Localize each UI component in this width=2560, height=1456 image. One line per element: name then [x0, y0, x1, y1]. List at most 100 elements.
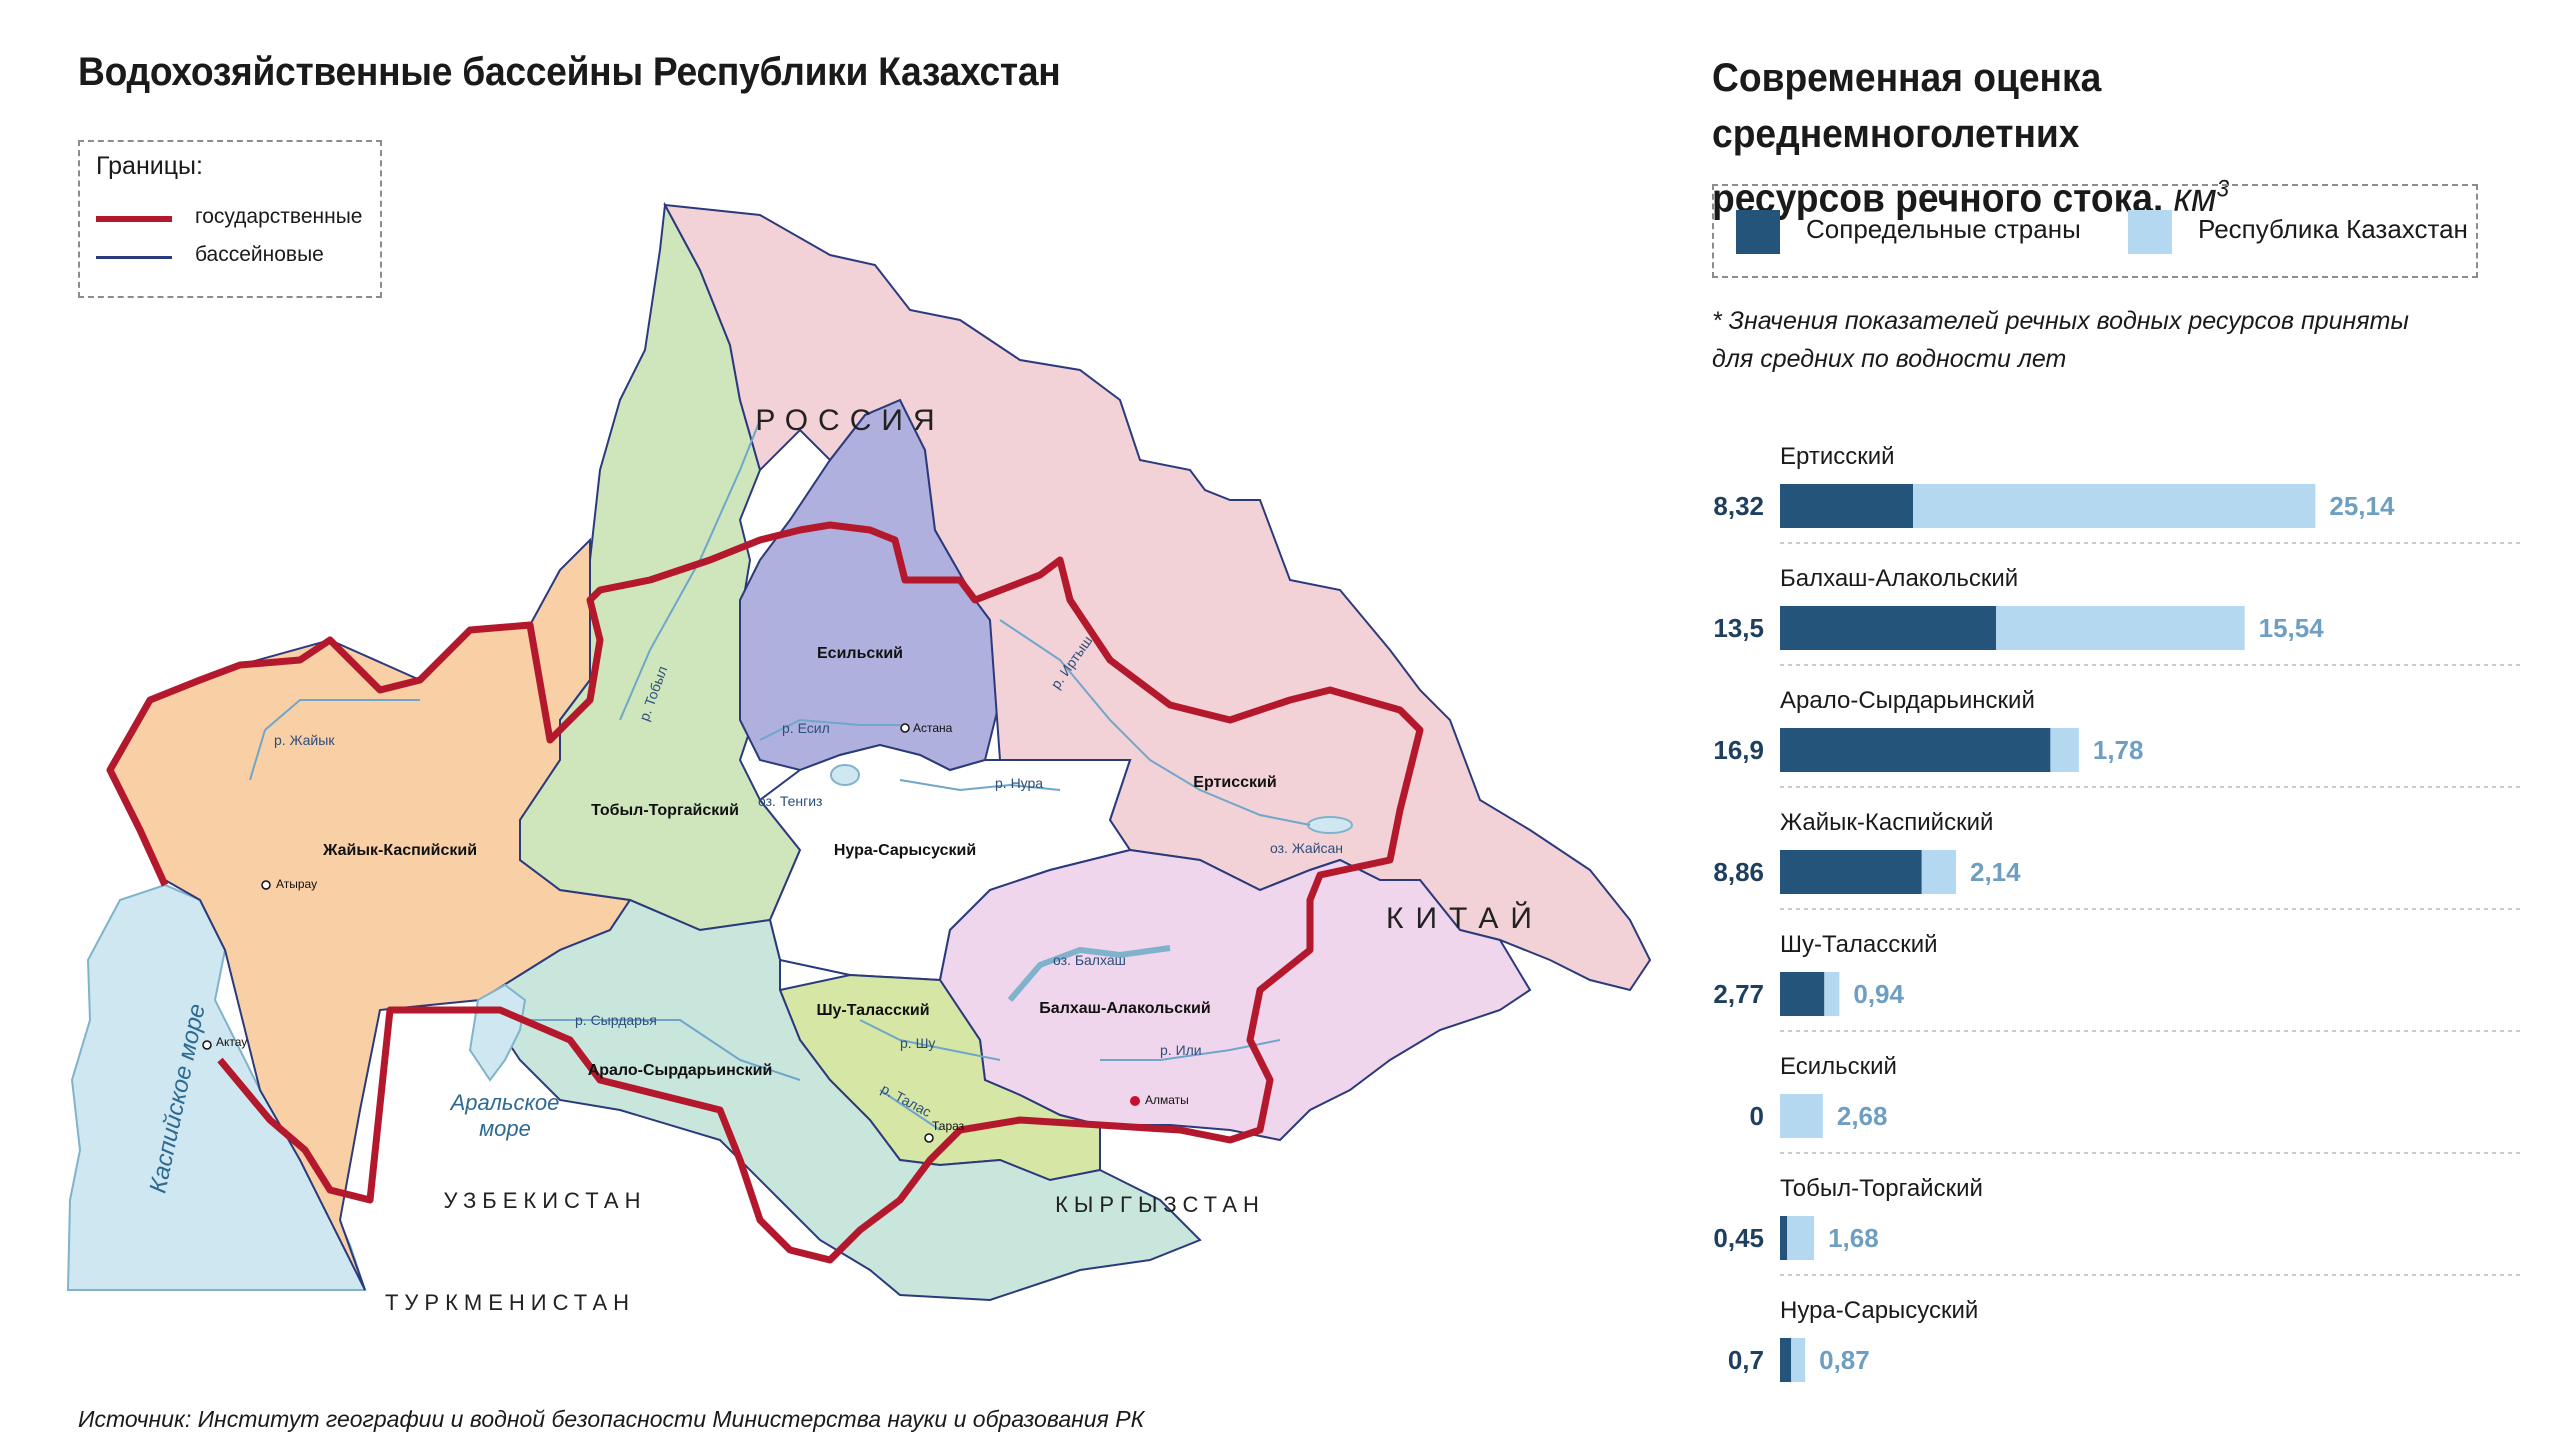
legend-basin-border-line: [96, 256, 172, 259]
river-nura: [899, 779, 1061, 792]
river-esil: [759, 718, 900, 741]
value-label-kazakhstan: 1,78: [2093, 735, 2144, 765]
chart-legend: Сопредельные страны Республика Казахстан: [1712, 184, 2478, 278]
river-syrdarya: [520, 1019, 801, 1081]
footnote-line2: для средних по водности лет: [1712, 345, 2067, 373]
label-basin-nura: Нура-Сарысуский: [834, 842, 976, 859]
country-uzbekistan: УЗБЕКИСТАН: [444, 1188, 647, 1213]
label-river-esil: р. Есил: [782, 720, 830, 736]
river-talas: [879, 1089, 941, 1131]
chart-title-line1: Современная оценка среднемноголетних: [1712, 56, 2102, 156]
category-label: Нура-Сарысуский: [1780, 1297, 1978, 1324]
bar-kazakhstan: [1824, 972, 1840, 1016]
bar-neighbors: [1780, 1338, 1792, 1382]
label-lake-tengiz: оз. Тенгиз: [758, 793, 822, 809]
value-label-neighbors: 8,86: [1713, 857, 1764, 887]
city-almaty: Алматы: [1145, 1093, 1189, 1107]
chart-title-unit: км3: [2174, 176, 2229, 220]
label-basin-aral: Арало-Сырдарьинский: [588, 1062, 773, 1079]
bar-kazakhstan: [1780, 1094, 1823, 1138]
chart-footnote: * Значения показателей речных водных рес…: [1712, 302, 2532, 378]
country-turkmenistan: ТУРКМЕНИСТАН: [385, 1290, 635, 1315]
label-aral-line2: море: [479, 1116, 531, 1141]
river-irtysh: [999, 619, 1311, 826]
lake-balkhash: [1007, 945, 1171, 1002]
label-river-nura: р. Нура: [995, 775, 1043, 791]
basin-map: РОССИЯ КИТАЙ УЗБЕКИСТАН ТУРКМЕНИСТАН КЫР…: [66, 201, 1652, 1315]
chart-title-unit-text: км: [2173, 176, 2217, 221]
value-label-kazakhstan: 2,68: [1837, 1101, 1888, 1131]
label-basin-zhaiyk: Жайык-Каспийский: [322, 842, 477, 859]
legend-swatch-neighbors: [1736, 210, 1780, 254]
map-legend: Границы: государственные бассейновые: [78, 140, 382, 298]
country-kyrgyzstan: КЫРГЫЗСТАН: [1055, 1192, 1265, 1217]
category-label: Шу-Таласский: [1780, 931, 1938, 958]
label-river-ili: р. Или: [1160, 1042, 1202, 1058]
label-river-syrdarya: р. Сырдарья: [575, 1012, 657, 1028]
label-basin-esil: Есильский: [817, 645, 903, 662]
chart-title-line2: ресурсов речного стока, км3: [1712, 162, 2475, 226]
basin-aral: [478, 898, 1202, 1302]
legend-basin-border-label: бассейновые: [195, 243, 324, 266]
city-aktau: Актау: [216, 1035, 247, 1049]
label-basin-tobol: Тобыл-Торгайский: [591, 802, 739, 819]
category-label: Ертисский: [1780, 443, 1895, 470]
city-atyrau-dot: [261, 880, 271, 890]
aral-sea: [468, 983, 527, 1082]
legend-state-border-line: [96, 216, 172, 222]
category-label: Тобыл-Торгайский: [1780, 1175, 1983, 1202]
city-taraz-dot: [924, 1133, 934, 1143]
label-basin-ertis: Ертисский: [1193, 774, 1276, 791]
value-label-kazakhstan: 0,94: [1853, 979, 1904, 1009]
value-label-neighbors: 2,77: [1713, 979, 1764, 1009]
map-legend-title: Границы:: [96, 152, 203, 180]
value-label-kazakhstan: 15,54: [2259, 613, 2325, 643]
city-aktau-dot: [202, 1040, 212, 1050]
label-river-shu: р. Шу: [900, 1035, 935, 1051]
value-label-neighbors: 16,9: [1713, 735, 1764, 765]
bar-neighbors: [1780, 728, 2051, 772]
label-lake-zhaisan: оз. Жайсан: [1270, 840, 1343, 856]
chart-title: Современная оценка среднемноголетних рес…: [1712, 50, 2475, 226]
value-label-neighbors: 0,45: [1713, 1223, 1764, 1253]
city-astana-dot: [900, 723, 910, 733]
bar-kazakhstan: [1921, 850, 1956, 894]
bar-neighbors: [1780, 850, 1922, 894]
lake-zhaisan: [1307, 816, 1353, 834]
river-zhaiyk: [249, 699, 420, 781]
legend-label-neighbors: Сопредельные страны: [1806, 214, 2081, 244]
label-basin-balkhash: Балхаш-Алакольский: [1039, 1000, 1210, 1017]
value-label-neighbors: 8,32: [1713, 491, 1764, 521]
city-atyrau: Атырау: [276, 877, 317, 891]
label-aral-line1: Аральское: [449, 1090, 560, 1115]
footnote-line1: * Значения показателей речных водных рес…: [1712, 307, 2409, 335]
legend-swatch-kazakhstan: [2128, 210, 2172, 254]
legend-label-kazakhstan: Республика Казахстан: [2198, 214, 2468, 244]
city-taraz: Тараз: [932, 1119, 965, 1133]
value-label-kazakhstan: 2,14: [1970, 857, 2021, 887]
bar-neighbors: [1780, 606, 1996, 650]
source-note: Источник: Институт географии и водной бе…: [78, 1406, 1145, 1432]
category-label: Жайык-Каспийский: [1780, 809, 1993, 836]
bar-kazakhstan: [1791, 1338, 1806, 1382]
country-china: КИТАЙ: [1386, 901, 1544, 935]
map-title: Водохозяйственные бассейны Республики Ка…: [78, 50, 1061, 94]
value-label-kazakhstan: 25,14: [2329, 491, 2395, 521]
city-almaty-dot: [1130, 1096, 1140, 1106]
river-shu: [859, 1019, 1001, 1061]
bar-neighbors: [1780, 972, 1825, 1016]
legend-state-border-label: государственные: [195, 205, 363, 228]
label-basin-shu: Шу-Таласский: [816, 1002, 929, 1019]
chart-title-unit-sup: 3: [2216, 176, 2230, 203]
bar-kazakhstan: [1913, 484, 2316, 528]
stacked-bar-chart: Ертисский 8,32 25,14 Балхаш-Алакольский 13,5…: [1713, 443, 2520, 1382]
bar-neighbors: [1780, 484, 1914, 528]
value-label-kazakhstan: 1,68: [1828, 1223, 1879, 1253]
lake-tengiz: [830, 764, 860, 786]
value-label-kazakhstan: 0,87: [1819, 1345, 1870, 1375]
value-label-neighbors: 0: [1750, 1101, 1764, 1131]
bar-kazakhstan: [1996, 606, 2245, 650]
category-label: Есильский: [1780, 1053, 1897, 1080]
bar-neighbors: [1780, 1216, 1788, 1260]
city-astana: Астана: [913, 721, 953, 735]
